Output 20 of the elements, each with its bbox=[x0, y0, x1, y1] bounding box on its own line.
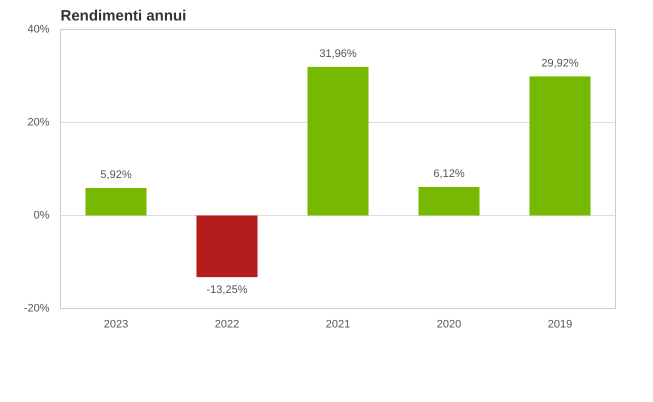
x-tick-label: 2021 bbox=[326, 318, 350, 330]
x-tick-label: 2020 bbox=[436, 318, 462, 330]
x-tick-label: 2019 bbox=[548, 318, 572, 330]
y-tick-label: 40% bbox=[27, 24, 50, 36]
bar bbox=[196, 216, 258, 278]
data-label: 5,92% bbox=[100, 168, 132, 181]
bar bbox=[307, 66, 369, 216]
bar bbox=[85, 188, 147, 216]
x-tick-label: 2023 bbox=[104, 318, 128, 330]
bar bbox=[418, 187, 480, 216]
y-tick-label: -20% bbox=[24, 302, 50, 314]
y-tick-label: 0% bbox=[34, 210, 50, 222]
bar bbox=[529, 76, 591, 216]
data-label: -13,25% bbox=[206, 284, 248, 296]
y-tick-label: 20% bbox=[27, 116, 50, 128]
x-tick-label: 2022 bbox=[214, 318, 240, 330]
data-label: 6,12% bbox=[433, 168, 465, 180]
data-label: 31,96% bbox=[319, 48, 357, 60]
data-label: 29,92% bbox=[541, 57, 579, 70]
chart-title: Rendimenti annui bbox=[60, 8, 186, 24]
